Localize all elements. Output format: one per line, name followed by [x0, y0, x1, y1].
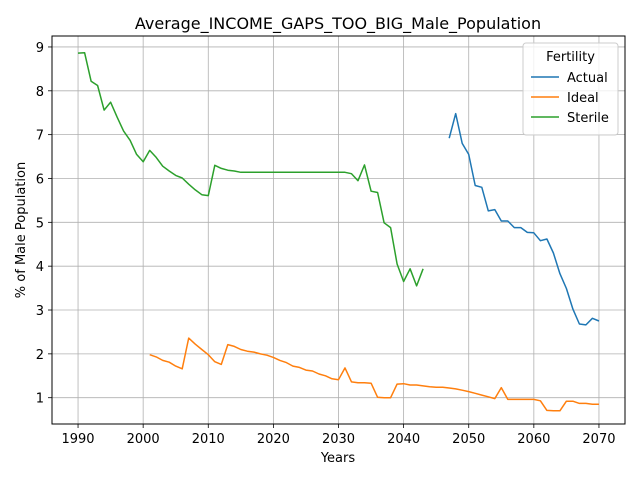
chart-title: Average_INCOME_GAPS_TOO_BIG_Male_Populat…: [135, 14, 541, 34]
x-tick-label: 2020: [257, 432, 290, 447]
legend-title: Fertility: [546, 50, 595, 65]
x-tick-label: 2040: [387, 432, 420, 447]
grid: [52, 36, 625, 424]
x-tick-label: 2050: [452, 432, 485, 447]
x-tick-label: 2030: [322, 432, 355, 447]
y-axis-label: % of Male Population: [14, 162, 29, 298]
legend-label-actual: Actual: [567, 71, 608, 86]
x-tick-label: 2060: [517, 432, 550, 447]
x-axis-label: Years: [320, 451, 356, 466]
series-lines: [77, 51, 600, 412]
y-tick-label: 7: [36, 129, 44, 144]
legend-label-sterile: Sterile: [567, 111, 609, 126]
y-tick-label: 3: [36, 304, 44, 319]
series-line-ideal: [149, 337, 599, 412]
x-tick-label: 1990: [61, 432, 94, 447]
y-tick-label: 4: [36, 260, 44, 275]
y-tick-label: 9: [36, 41, 44, 56]
x-tick-label: 2070: [582, 432, 615, 447]
y-tick-label: 6: [36, 172, 44, 187]
y-tick-label: 8: [36, 85, 44, 100]
x-axis-ticks: 1990 2000 2010 2020 2030 2040 2050 2060 2070: [61, 424, 616, 447]
y-tick-label: 1: [36, 392, 44, 407]
series-line-sterile: [77, 51, 424, 287]
legend: Fertility Actual Ideal Sterile: [522, 42, 619, 136]
legend-label-ideal: Ideal: [567, 91, 599, 106]
y-tick-label: 2: [36, 348, 44, 363]
x-tick-label: 2010: [192, 432, 225, 447]
legend-box: [522, 42, 619, 136]
series-line-actual: [448, 112, 600, 326]
y-tick-label: 5: [36, 216, 44, 231]
x-tick-label: 2000: [127, 432, 160, 447]
y-axis-ticks: 1 2 3 4 5 6 7 8 9: [36, 41, 52, 407]
